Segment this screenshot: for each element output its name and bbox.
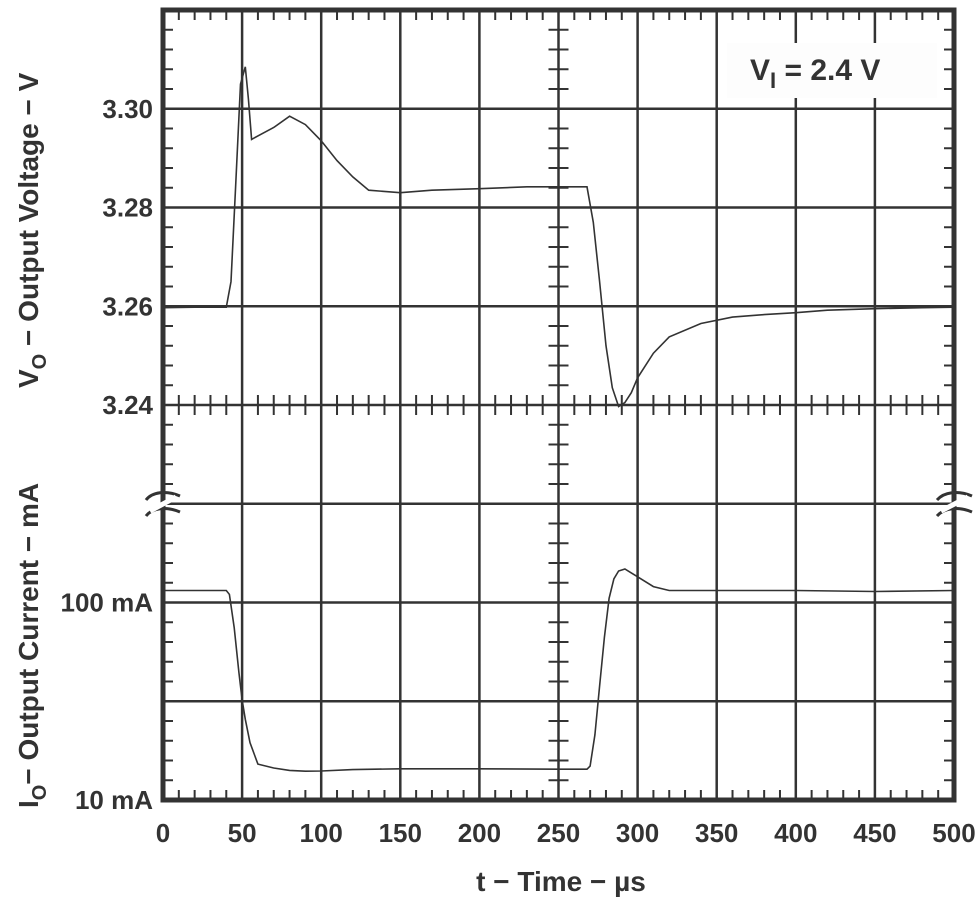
voltage-y-tick-label: 3.26 xyxy=(102,291,153,321)
annotation-background xyxy=(727,43,937,98)
x-tick-label: 300 xyxy=(616,818,659,848)
current-y-tick-label: 10 mA xyxy=(75,785,153,815)
x-tick-labels: 0 50 100 150 200 250 300 350 400 450 500 xyxy=(156,818,976,848)
current-y-axis-title: IO− Output Current − mA xyxy=(13,483,51,808)
x-tick-label: 350 xyxy=(695,818,738,848)
current-trace xyxy=(163,568,955,773)
x-tick-label: 100 xyxy=(300,818,343,848)
x-tick-label: 400 xyxy=(774,818,817,848)
axis-break-left-icon xyxy=(144,491,181,518)
voltage-trace xyxy=(162,66,955,408)
voltage-y-tick-label: 3.30 xyxy=(102,94,153,124)
x-tick-label: 250 xyxy=(537,818,580,848)
voltage-y-tick-label: 3.24 xyxy=(102,390,153,420)
current-y-tick-label: 100 mA xyxy=(61,588,154,618)
voltage-y-tick-label: 3.28 xyxy=(102,193,153,223)
x-tick-label: 500 xyxy=(932,818,975,848)
current-y-tick-labels: 100 mA 10 mA xyxy=(61,588,154,816)
voltage-y-axis-title: VO − Output Voltage − V xyxy=(13,72,51,388)
x-tick-label: 50 xyxy=(228,818,257,848)
x-tick-label: 450 xyxy=(853,818,896,848)
grid-lines xyxy=(163,10,954,800)
traces xyxy=(162,66,955,773)
x-tick-label: 200 xyxy=(458,818,501,848)
voltage-y-tick-labels: 3.30 3.28 3.26 3.24 xyxy=(102,94,153,420)
axis-break-right-icon xyxy=(935,491,973,518)
plot-frame xyxy=(160,7,957,803)
x-tick-label: 0 xyxy=(156,818,170,848)
x-axis-title: t − Time − µs xyxy=(476,866,646,897)
condition-annotation: VI = 2.4 V xyxy=(750,54,880,93)
x-tick-label: 150 xyxy=(379,818,422,848)
